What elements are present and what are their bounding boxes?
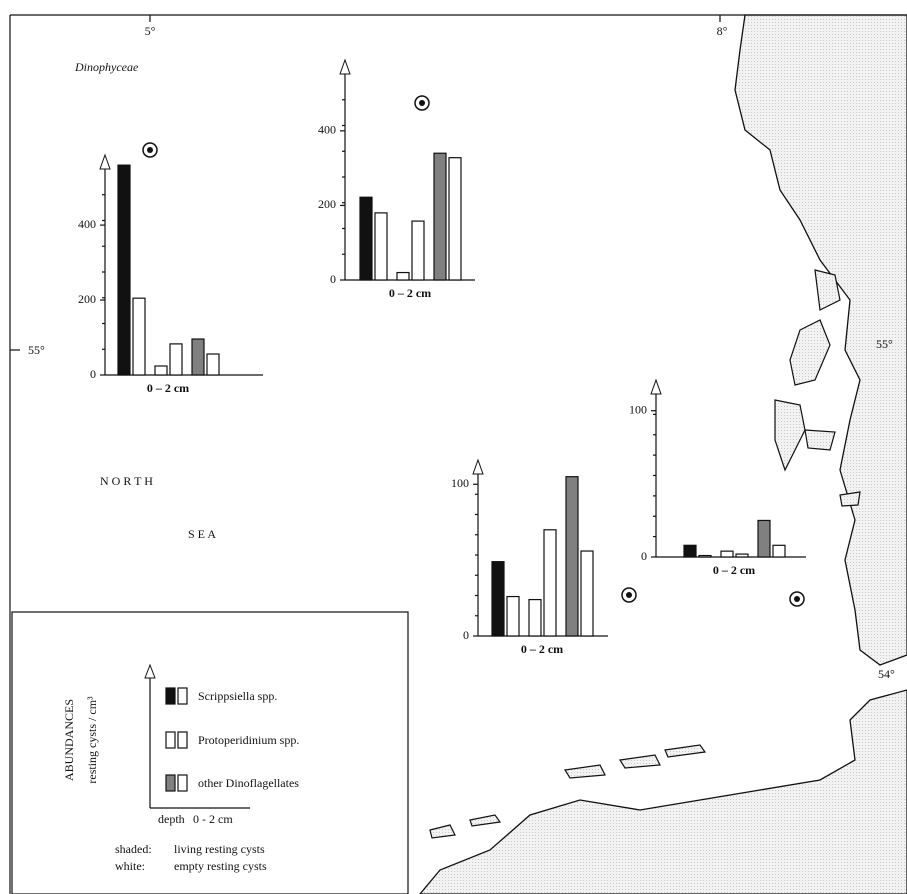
bar	[448, 157, 462, 281]
legend-swatch	[165, 687, 188, 792]
y-tick-label: 0	[330, 272, 336, 286]
x-label: 0 – 2 cm	[147, 381, 189, 395]
y-tick-label: 200	[78, 292, 96, 306]
axis-arrow	[472, 458, 484, 475]
legend-entry: Scrippsiella spp.	[198, 689, 277, 703]
legend-note: white:	[115, 859, 145, 873]
legend-box	[11, 611, 409, 894]
x-label: 0 – 2 cm	[713, 563, 755, 577]
bar	[735, 553, 749, 558]
legend-depth: depth	[158, 812, 185, 826]
sea-label: N O R T H	[100, 474, 153, 488]
legend-entry: other Dinoflagellates	[198, 776, 299, 790]
legend-note: shaded:	[115, 842, 152, 856]
y-tick-label: 100	[451, 476, 469, 490]
bar	[433, 152, 447, 281]
bar	[683, 544, 697, 558]
bar	[169, 343, 183, 376]
latitude-label: 54°	[878, 667, 895, 681]
bar	[772, 544, 786, 558]
legend-entry: Protoperidinium spp.	[198, 733, 299, 747]
bar	[698, 554, 712, 558]
bar	[565, 476, 579, 637]
bar	[720, 550, 734, 558]
land	[419, 689, 907, 894]
islands	[429, 269, 861, 839]
x-label: 0 – 2 cm	[521, 642, 563, 656]
bar	[411, 220, 425, 281]
legend-note: living resting cysts	[174, 842, 265, 856]
axis-arrow	[99, 153, 111, 170]
longitude-label: 5°	[145, 24, 156, 38]
bar	[359, 196, 373, 281]
y-tick-label: 200	[318, 197, 336, 211]
legend-depth-range: 0 - 2 cm	[193, 812, 233, 826]
bar	[117, 164, 131, 376]
map-title: Dinophyceae	[74, 60, 139, 74]
bar	[491, 561, 505, 637]
legend-note: empty resting cysts	[174, 859, 267, 873]
land	[734, 14, 907, 666]
legend-arrow	[144, 663, 156, 679]
x-label: 0 – 2 cm	[389, 286, 431, 300]
bar	[543, 529, 557, 637]
y-tick-label: 400	[78, 217, 96, 231]
latitude-label: 55°	[876, 337, 893, 351]
axis-arrow	[339, 58, 351, 75]
y-tick-label: 0	[641, 549, 647, 563]
y-tick-label: 100	[629, 402, 647, 416]
bar	[580, 550, 594, 637]
bar	[154, 365, 168, 376]
axis-arrow	[650, 378, 662, 395]
bar	[757, 519, 771, 558]
legend-title: ABUNDANCES	[62, 699, 76, 781]
y-tick-label: 400	[318, 123, 336, 137]
longitude-label: 8°	[717, 24, 728, 38]
y-tick-label: 0	[463, 628, 469, 642]
bar	[191, 338, 205, 376]
station	[142, 95, 805, 607]
bar	[528, 598, 542, 637]
legend-unit: resting cysts / cm³	[85, 696, 99, 784]
latitude-label: 55°	[28, 343, 45, 357]
bar	[506, 595, 520, 637]
bar	[374, 212, 388, 281]
bar	[132, 297, 146, 376]
sea-label: S E A	[188, 527, 216, 541]
bar	[206, 353, 220, 376]
y-tick-label: 0	[90, 367, 96, 381]
bar	[396, 271, 410, 281]
